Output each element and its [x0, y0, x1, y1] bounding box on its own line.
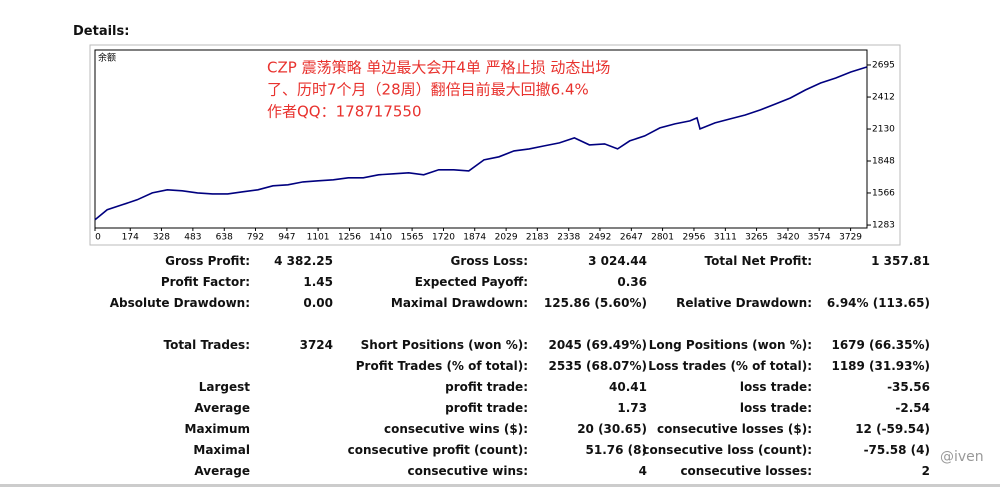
x-tick-label: 3420	[777, 233, 800, 243]
x-tick-label: 174	[122, 233, 139, 243]
table-cell: 20 (30.65)	[577, 422, 647, 436]
x-tick-label: 638	[216, 233, 233, 243]
table-cell: loss trade:	[739, 401, 812, 415]
x-tick-label: 2338	[557, 233, 580, 243]
x-tick-label: 483	[184, 233, 201, 243]
table-cell: consecutive wins:	[407, 464, 528, 478]
table-cell: 125.86 (5.60%)	[543, 296, 647, 310]
x-tick-label: 2801	[651, 233, 674, 243]
table-cell: Loss trades (% of total):	[648, 359, 812, 373]
y-tick-label: 2695	[872, 60, 895, 70]
table-cell: 2	[921, 464, 930, 478]
x-tick-label: 0	[95, 233, 101, 243]
table-cell: Expected Payoff:	[414, 275, 528, 289]
x-tick-label: 2029	[495, 233, 518, 243]
table-cell: 0.36	[617, 275, 647, 289]
x-tick-label: 2183	[526, 233, 549, 243]
y-tick-label: 1848	[872, 156, 895, 166]
table-cell: 1189 (31.93%)	[831, 359, 930, 373]
x-tick-label: 1101	[307, 233, 330, 243]
table-cell: 1.73	[617, 401, 647, 415]
table-cell: Gross Profit:	[165, 254, 250, 268]
chart-label: 余额	[98, 52, 116, 64]
table-cell: consecutive profit (count):	[347, 443, 528, 457]
x-tick-label: 2647	[620, 233, 643, 243]
x-tick-label: 3574	[808, 233, 831, 243]
y-tick-label: 2412	[872, 93, 895, 103]
x-tick-label: 3111	[714, 233, 737, 243]
table-cell: -2.54	[895, 401, 930, 415]
watermark: @iven	[940, 449, 984, 465]
table-cell: 3 024.44	[588, 254, 647, 268]
table-cell: consecutive wins ($):	[383, 422, 528, 436]
table-cell: loss trade:	[739, 380, 812, 394]
annotation: 作者QQ：178717550	[267, 103, 422, 121]
table-cell: 40.41	[609, 380, 647, 394]
plot-area	[94, 49, 868, 229]
y-tick-label: 1283	[872, 221, 895, 231]
table-cell: -75.58 (4)	[863, 443, 930, 457]
table-cell: Profit Factor:	[160, 275, 250, 289]
table-cell: 2045 (69.49%)	[548, 338, 647, 352]
table-cell: Maximum	[184, 422, 250, 436]
table-cell: 2535 (68.07%)	[548, 359, 647, 373]
table-cell: Average	[194, 464, 250, 478]
table-cell: 0.00	[303, 296, 333, 310]
annotation: 了、历时7个月（28周）翻倍目前最大回撤6.4%	[267, 81, 589, 99]
table-cell: Total Trades:	[163, 338, 250, 352]
x-tick-label: 2492	[588, 233, 611, 243]
balance-chart: 余额 1283 1566 1848 2130 2412 2695 0 174 328 483 638…	[89, 44, 901, 246]
table-cell: consecutive losses ($):	[656, 422, 812, 436]
balance-line	[94, 66, 868, 221]
table-cell: Long Positions (won %):	[648, 338, 812, 352]
x-tick-label: 3265	[745, 233, 768, 243]
x-tick-label: 1565	[401, 233, 424, 243]
table-cell: profit trade:	[445, 401, 528, 415]
table-cell: Profit Trades (% of total):	[355, 359, 528, 373]
table-cell: 3724	[299, 338, 333, 352]
table-cell: Gross Loss:	[450, 254, 528, 268]
table-cell: 6.94% (113.65)	[826, 296, 930, 310]
table-cell: 1679 (66.35%)	[831, 338, 930, 352]
y-tick-label: 1566	[872, 188, 895, 198]
x-tick-label: 3729	[839, 233, 862, 243]
annotation: CZP 震荡策略 单边最大会开4单 严格止损 动态出场	[267, 59, 610, 77]
x-tick-label: 1410	[369, 233, 392, 243]
x-tick-label: 2956	[683, 233, 706, 243]
table-cell: 4 382.25	[274, 254, 333, 268]
table-cell: Average	[194, 401, 250, 415]
x-tick-label: 1256	[338, 233, 361, 243]
x-tick-label: 1874	[463, 233, 486, 243]
x-tick-label: 792	[247, 233, 264, 243]
table-cell: 4	[638, 464, 647, 478]
table-cell: -35.56	[887, 380, 930, 394]
table-cell: 12 (-59.54)	[855, 422, 930, 436]
table-cell: 51.76 (8)	[585, 443, 647, 457]
table-cell: Maximal Drawdown:	[390, 296, 528, 310]
table-cell: 1.45	[303, 275, 333, 289]
table-cell: Maximal	[193, 443, 250, 457]
x-tick-label: 1720	[432, 233, 455, 243]
bottom-bar	[0, 484, 1000, 487]
x-tick-label: 328	[153, 233, 170, 243]
table-cell: consecutive losses:	[680, 464, 812, 478]
table-cell: Short Positions (won %):	[360, 338, 528, 352]
table-cell: Absolute Drawdown:	[109, 296, 250, 310]
table-cell: Largest	[198, 380, 250, 394]
x-tick-label: 947	[278, 233, 295, 243]
y-tick-label: 2130	[872, 125, 895, 135]
table-cell: profit trade:	[445, 380, 528, 394]
table-cell: 1 357.81	[871, 254, 930, 268]
table-cell: Total Net Profit:	[704, 254, 812, 268]
details-title: Details:	[73, 24, 130, 39]
table-cell: consecutive loss (count):	[642, 443, 812, 457]
table-cell: Relative Drawdown:	[676, 296, 812, 310]
